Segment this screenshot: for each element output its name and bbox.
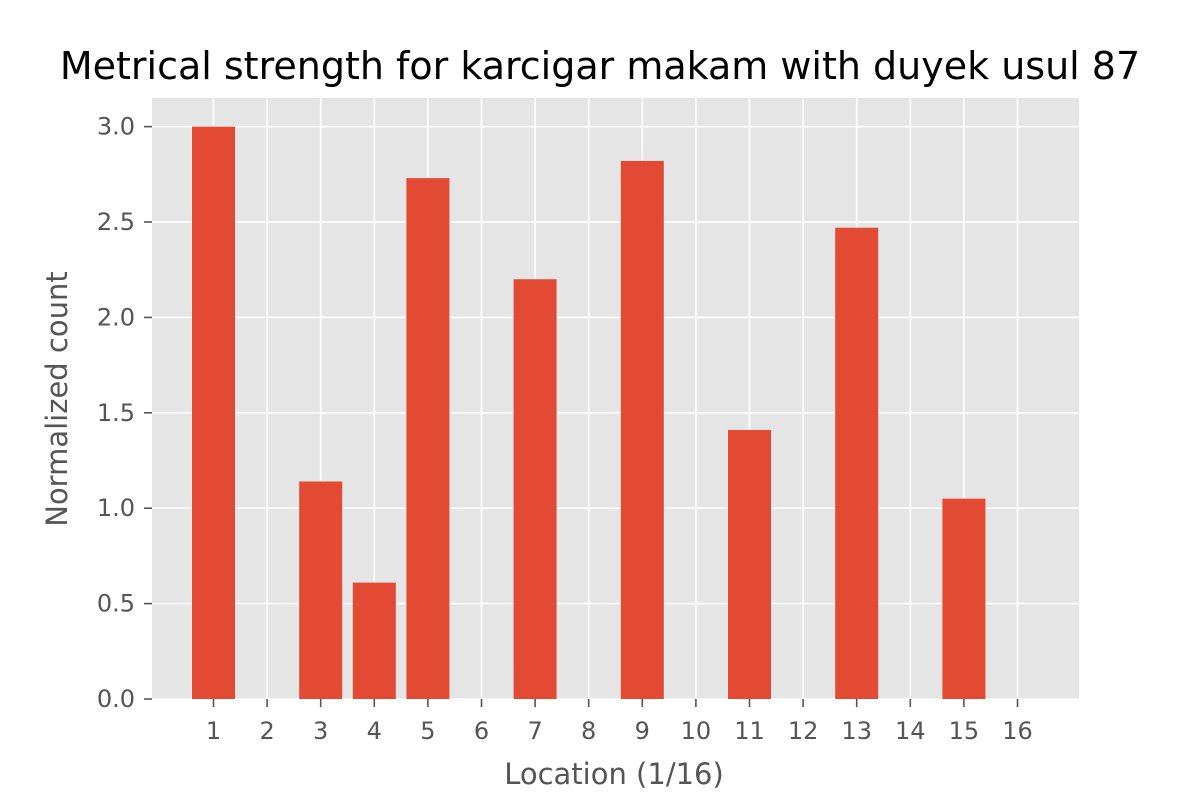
x-tick-label: 12	[788, 717, 819, 745]
bar-location-1	[192, 126, 235, 700]
y-tick-label: 1.5	[97, 399, 135, 427]
x-axis-ticks: 1 2 3 4 5 6 7 8 9 10 11 12 13 14 15 16	[206, 699, 1033, 745]
plot-area	[152, 98, 1079, 699]
x-tick-label: 14	[895, 717, 926, 745]
x-tick-label: 3	[313, 717, 328, 745]
x-tick-label: 1	[206, 717, 221, 745]
y-tick-label: 3.0	[97, 113, 135, 141]
bar-location-15	[942, 498, 986, 699]
bar-location-7	[513, 279, 557, 699]
y-tick-label: 2.0	[97, 303, 135, 331]
bar-location-3	[299, 481, 343, 699]
x-tick-label: 10	[681, 717, 712, 745]
x-tick-label: 13	[841, 717, 872, 745]
x-tick-label: 6	[474, 717, 489, 745]
x-tick-label: 2	[259, 717, 274, 745]
x-tick-label: 9	[635, 717, 650, 745]
x-tick-label: 11	[734, 717, 765, 745]
bar-location-9	[620, 160, 664, 699]
y-axis-label: Normalized count	[40, 271, 74, 527]
y-axis-ticks: 0.0 0.5 1.0 1.5 2.0 2.5 3.0	[97, 113, 152, 713]
y-tick-label: 2.5	[97, 208, 135, 236]
bars	[192, 126, 986, 700]
bar-location-11	[728, 429, 771, 699]
y-tick-label: 0.0	[97, 685, 135, 713]
bar-location-4	[352, 582, 396, 699]
x-tick-label: 16	[1002, 717, 1033, 745]
x-tick-label: 7	[527, 717, 542, 745]
y-tick-label: 1.0	[97, 494, 135, 522]
y-tick-label: 0.5	[97, 590, 135, 618]
chart-title: Metrical strength for karcigar makam wit…	[60, 44, 1140, 88]
x-tick-label: 4	[367, 717, 382, 745]
x-tick-label: 15	[949, 717, 980, 745]
bar-location-13	[835, 227, 879, 699]
x-tick-label: 5	[420, 717, 435, 745]
x-axis-label: Location (1/16)	[504, 757, 724, 791]
bar-location-5	[406, 178, 450, 700]
x-tick-label: 8	[581, 717, 596, 745]
